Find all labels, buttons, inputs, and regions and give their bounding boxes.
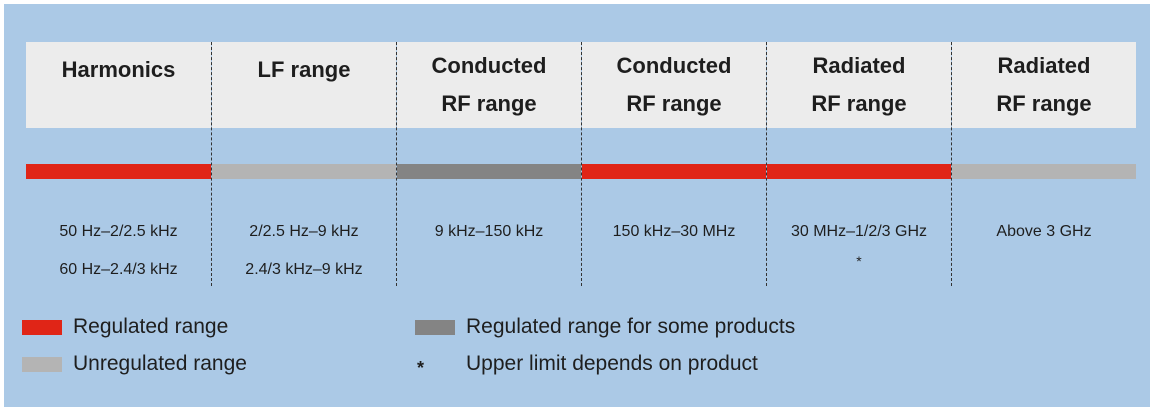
frequency-range-table: Harmonics 50 Hz–2/2.5 kHz 60 Hz–2.4/3 kH…	[26, 42, 1136, 286]
column-body: 9 kHz–150 kHz	[397, 179, 581, 286]
unregulated-swatch	[22, 356, 62, 372]
legend-regulated: Regulated range	[22, 315, 228, 339]
column-header: Radiated RF range	[767, 42, 951, 128]
range-column-lf: LF range 2/2.5 Hz–9 kHz 2.4/3 kHz–9 kHz	[211, 42, 396, 286]
frequency-label: Above 3 GHz	[996, 223, 1092, 240]
frequency-label: 50 Hz–2/2.5 kHz 60 Hz–2.4/3 kHz	[59, 223, 178, 278]
frequency-label: 30 MHz–1/2/3 GHz	[790, 223, 928, 240]
column-body: 2/2.5 Hz–9 kHz 2.4/3 kHz–9 kHz	[212, 179, 396, 286]
legend-regulated-some: Regulated range for some products	[415, 315, 795, 339]
column-header: Conducted RF range	[397, 42, 581, 128]
column-header-label: Radiated RF range	[811, 53, 907, 116]
regulated-bar	[26, 164, 211, 179]
legend-label: Regulated range for some products	[466, 315, 796, 338]
column-body: 30 MHz–1/2/3 GHz *	[767, 179, 951, 286]
range-column-radiated-rf-high: Radiated RF range Above 3 GHz	[951, 42, 1136, 286]
column-header: Harmonics	[26, 42, 211, 128]
unregulated-bar	[212, 164, 396, 179]
column-header-label: Conducted RF range	[616, 53, 732, 116]
legend-asterisk: * Upper limit depends on product	[415, 352, 758, 378]
regulated-some-bar	[397, 164, 581, 179]
column-header: LF range	[212, 42, 396, 128]
asterisk-note: *	[856, 253, 862, 269]
range-column-radiated-rf-low: Radiated RF range 30 MHz–1/2/3 GHz *	[766, 42, 951, 286]
regulated-swatch	[22, 319, 62, 335]
spectrum-panel: Harmonics 50 Hz–2/2.5 kHz 60 Hz–2.4/3 kH…	[4, 4, 1150, 407]
column-body: 50 Hz–2/2.5 kHz 60 Hz–2.4/3 kHz	[26, 179, 211, 286]
range-column-conducted-rf-high: Conducted RF range 150 kHz–30 MHz	[581, 42, 766, 286]
frequency-label: 150 kHz–30 MHz	[612, 223, 736, 240]
legend-label: Regulated range	[73, 315, 229, 338]
column-body: Above 3 GHz	[952, 179, 1136, 286]
column-header-label: Conducted RF range	[431, 53, 547, 116]
range-column-conducted-rf-low: Conducted RF range 9 kHz–150 kHz	[396, 42, 581, 286]
asterisk-symbol: *	[417, 357, 425, 378]
column-header-label: LF range	[257, 57, 351, 82]
column-header: Radiated RF range	[952, 42, 1136, 128]
legend-label: Upper limit depends on product	[466, 352, 758, 375]
legend-label: Unregulated range	[73, 352, 247, 375]
column-header-label: Radiated RF range	[996, 53, 1092, 116]
column-header-label: Harmonics	[61, 57, 176, 82]
regulated-some-swatch	[415, 319, 455, 335]
unregulated-bar	[952, 164, 1136, 179]
frequency-label: 9 kHz–150 kHz	[434, 223, 544, 240]
regulated-bar	[582, 164, 766, 179]
column-body: 150 kHz–30 MHz	[582, 179, 766, 286]
regulated-bar	[767, 164, 951, 179]
range-column-harmonics: Harmonics 50 Hz–2/2.5 kHz 60 Hz–2.4/3 kH…	[26, 42, 211, 286]
column-header: Conducted RF range	[582, 42, 766, 128]
frequency-label: 2/2.5 Hz–9 kHz 2.4/3 kHz–9 kHz	[245, 223, 363, 278]
legend-unregulated: Unregulated range	[22, 352, 247, 376]
